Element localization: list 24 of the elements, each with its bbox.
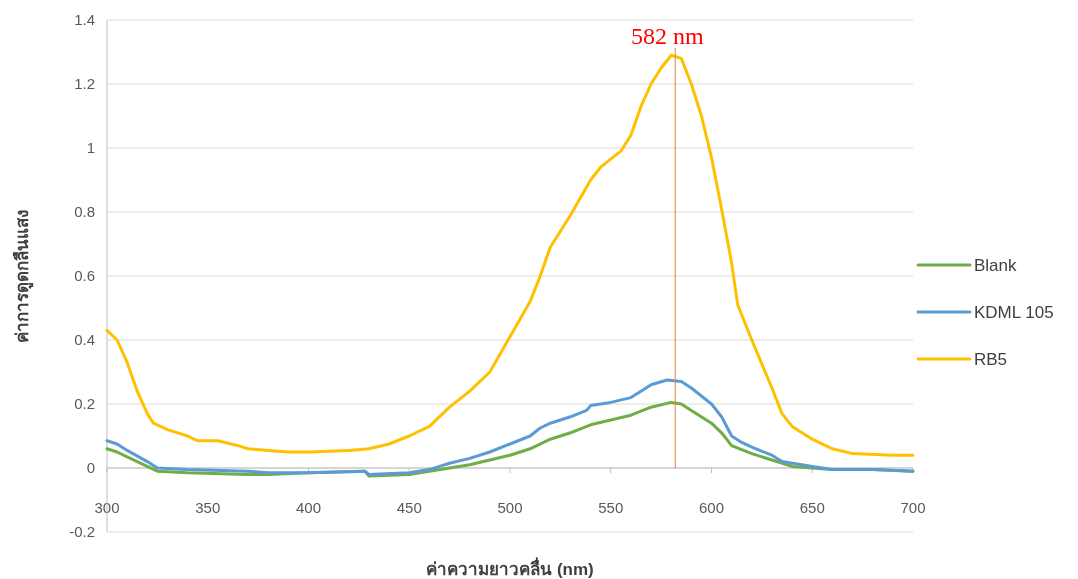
legend-label: RB5	[974, 350, 1008, 369]
y-axis-title: ค่าการดูดกลืนแสง	[12, 209, 34, 343]
y-tick-label: -0.2	[69, 523, 95, 540]
x-tick-label: 700	[900, 499, 926, 516]
x-tick-label: 300	[94, 499, 120, 516]
y-tick-label: 0.4	[74, 331, 95, 348]
ref-line-label: 582 nm	[630, 23, 704, 49]
y-tick-label: 1.2	[74, 75, 95, 92]
x-tick-label: 500	[497, 499, 523, 516]
y-tick-label: 1	[86, 139, 95, 156]
x-tick-label: 400	[295, 499, 322, 516]
legend-label: Blank	[974, 256, 1018, 275]
y-tick-label: 0.2	[74, 395, 95, 412]
x-axis-title: ค่าความยาวคลื่น (nm)	[426, 557, 594, 579]
x-tick-label: 550	[598, 499, 624, 516]
x-tick-label: 600	[698, 499, 725, 516]
x-tick-label: 350	[195, 499, 221, 516]
x-tick-label: 450	[396, 499, 422, 516]
y-tick-label: 0.8	[74, 203, 95, 220]
y-tick-label: 1.4	[74, 11, 95, 28]
legend-label: KDML 105	[974, 303, 1054, 322]
y-tick-label: 0	[86, 459, 95, 476]
x-tick-label: 650	[799, 499, 825, 516]
y-tick-label: 0.6	[74, 267, 95, 284]
